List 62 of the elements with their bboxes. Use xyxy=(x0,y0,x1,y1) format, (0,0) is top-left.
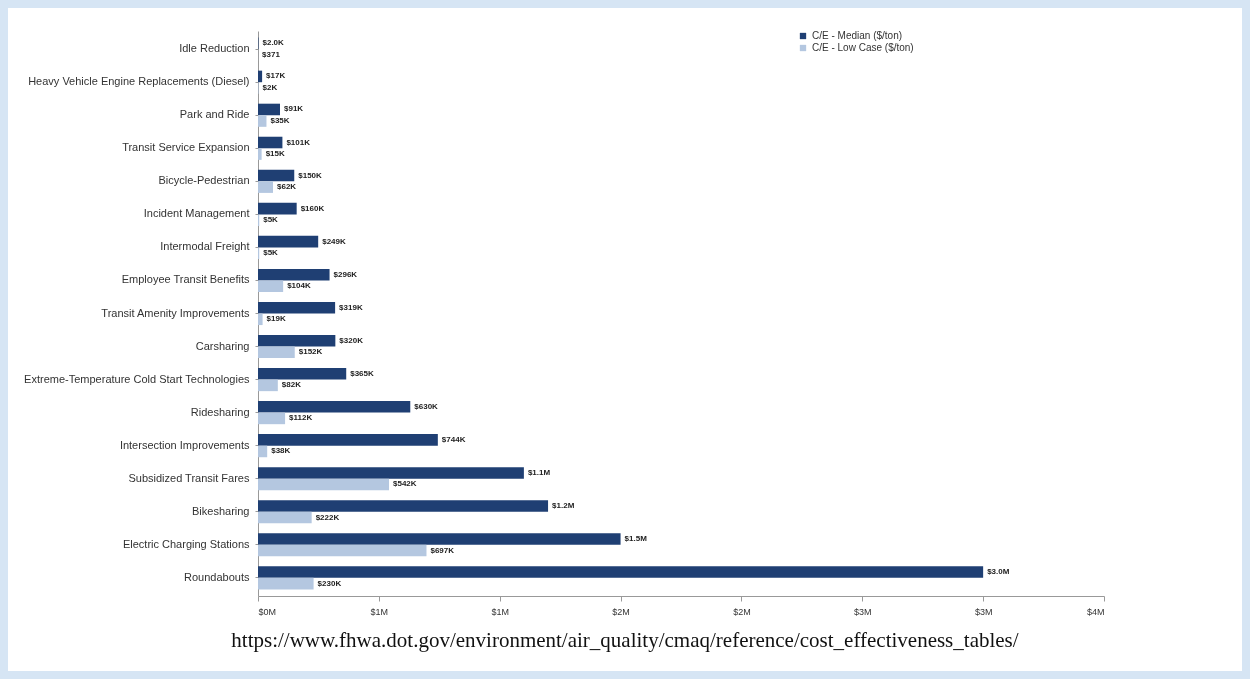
y-tick-label: Transit Service Expansion xyxy=(122,141,250,154)
y-tick-label: Incident Management xyxy=(143,207,250,220)
y-tick-label: Ridesharing xyxy=(190,405,250,418)
data-label: $230K xyxy=(317,578,342,588)
y-tick-label: Carsharing xyxy=(195,339,250,352)
data-label: $19K xyxy=(266,314,286,324)
data-label: $222K xyxy=(315,512,340,522)
data-label: $542K xyxy=(393,479,417,489)
data-label: $319K xyxy=(339,302,363,312)
y-tick-label: Electric Charging Stations xyxy=(122,537,250,550)
x-tick-label: $2M xyxy=(612,606,630,617)
data-label: $365K xyxy=(350,368,375,378)
x-tick-label: $2M xyxy=(733,606,751,617)
text: https://www.fhwa.dot.gov/environment/air_quality/cmaq/reference/cost_effectiveness_tables/ xyxy=(230,628,1020,653)
x-tick-label: $4M xyxy=(1086,606,1105,617)
x-tick-label: $1M xyxy=(370,606,389,617)
data-label: $296K xyxy=(333,269,358,279)
data-label: $38K xyxy=(271,446,291,456)
y-tick-label: Subsidized Transit Fares xyxy=(128,471,250,484)
data-label: $2K xyxy=(262,83,278,92)
data-label: $101K xyxy=(286,137,311,147)
x-tick-label: $0M xyxy=(258,606,277,617)
data-label: $5K xyxy=(263,248,279,258)
data-label: $112K xyxy=(289,413,313,423)
data-label: $371 xyxy=(262,49,281,59)
data-label: $160K xyxy=(300,203,325,213)
legend-label: C/E - Median ($/ton) xyxy=(812,30,903,41)
y-tick-label: Roundabouts xyxy=(184,570,250,583)
y-tick-label: Employee Transit Benefits xyxy=(121,273,250,286)
data-label: $320K xyxy=(339,335,364,345)
data-label: $150K xyxy=(298,170,323,180)
y-tick-label: Bikesharing xyxy=(192,504,250,517)
data-label: $82K xyxy=(281,380,302,390)
data-label: $3.0M xyxy=(987,567,1010,577)
y-tick-label: Extreme-Temperature Cold Start Technologies xyxy=(24,372,250,385)
y-tick-label: Intersection Improvements xyxy=(119,438,250,451)
x-tick-label: $3M xyxy=(974,606,993,617)
y-tick-label: Idle Reduction xyxy=(179,42,250,55)
legend-label: C/E - Low Case ($/ton) xyxy=(812,42,914,53)
y-tick-label: Park and Ride xyxy=(179,108,250,121)
y-tick-label: Transit Amenity Improvements xyxy=(101,306,250,319)
data-label: $35K xyxy=(270,116,290,126)
x-tick-label: $1M xyxy=(491,606,509,617)
data-label: $17K xyxy=(266,71,286,81)
data-label: $104K xyxy=(287,281,311,291)
data-label: $62K xyxy=(276,182,297,192)
data-label: $152K xyxy=(298,347,323,357)
data-label: $249K xyxy=(322,236,346,246)
data-label: $5K xyxy=(263,215,279,225)
data-label: $744K xyxy=(441,434,466,444)
data-label: $1.5M xyxy=(624,534,648,543)
y-tick-label: Intermodal Freight xyxy=(160,240,250,253)
data-label: $697K xyxy=(430,545,455,555)
data-label: $91K xyxy=(284,104,304,114)
data-label: $2.0K xyxy=(262,38,285,48)
x-tick-label: $3M xyxy=(854,606,872,617)
y-tick-label: Bicycle-Pedestrian xyxy=(158,174,250,187)
data-label: $15K xyxy=(265,149,285,159)
y-tick-label: Heavy Vehicle Engine Replacements (Diesel) xyxy=(28,75,250,88)
data-label: $1.1M xyxy=(527,467,551,477)
data-label: $630K xyxy=(414,401,439,411)
data-label: $1.2M xyxy=(552,500,575,510)
